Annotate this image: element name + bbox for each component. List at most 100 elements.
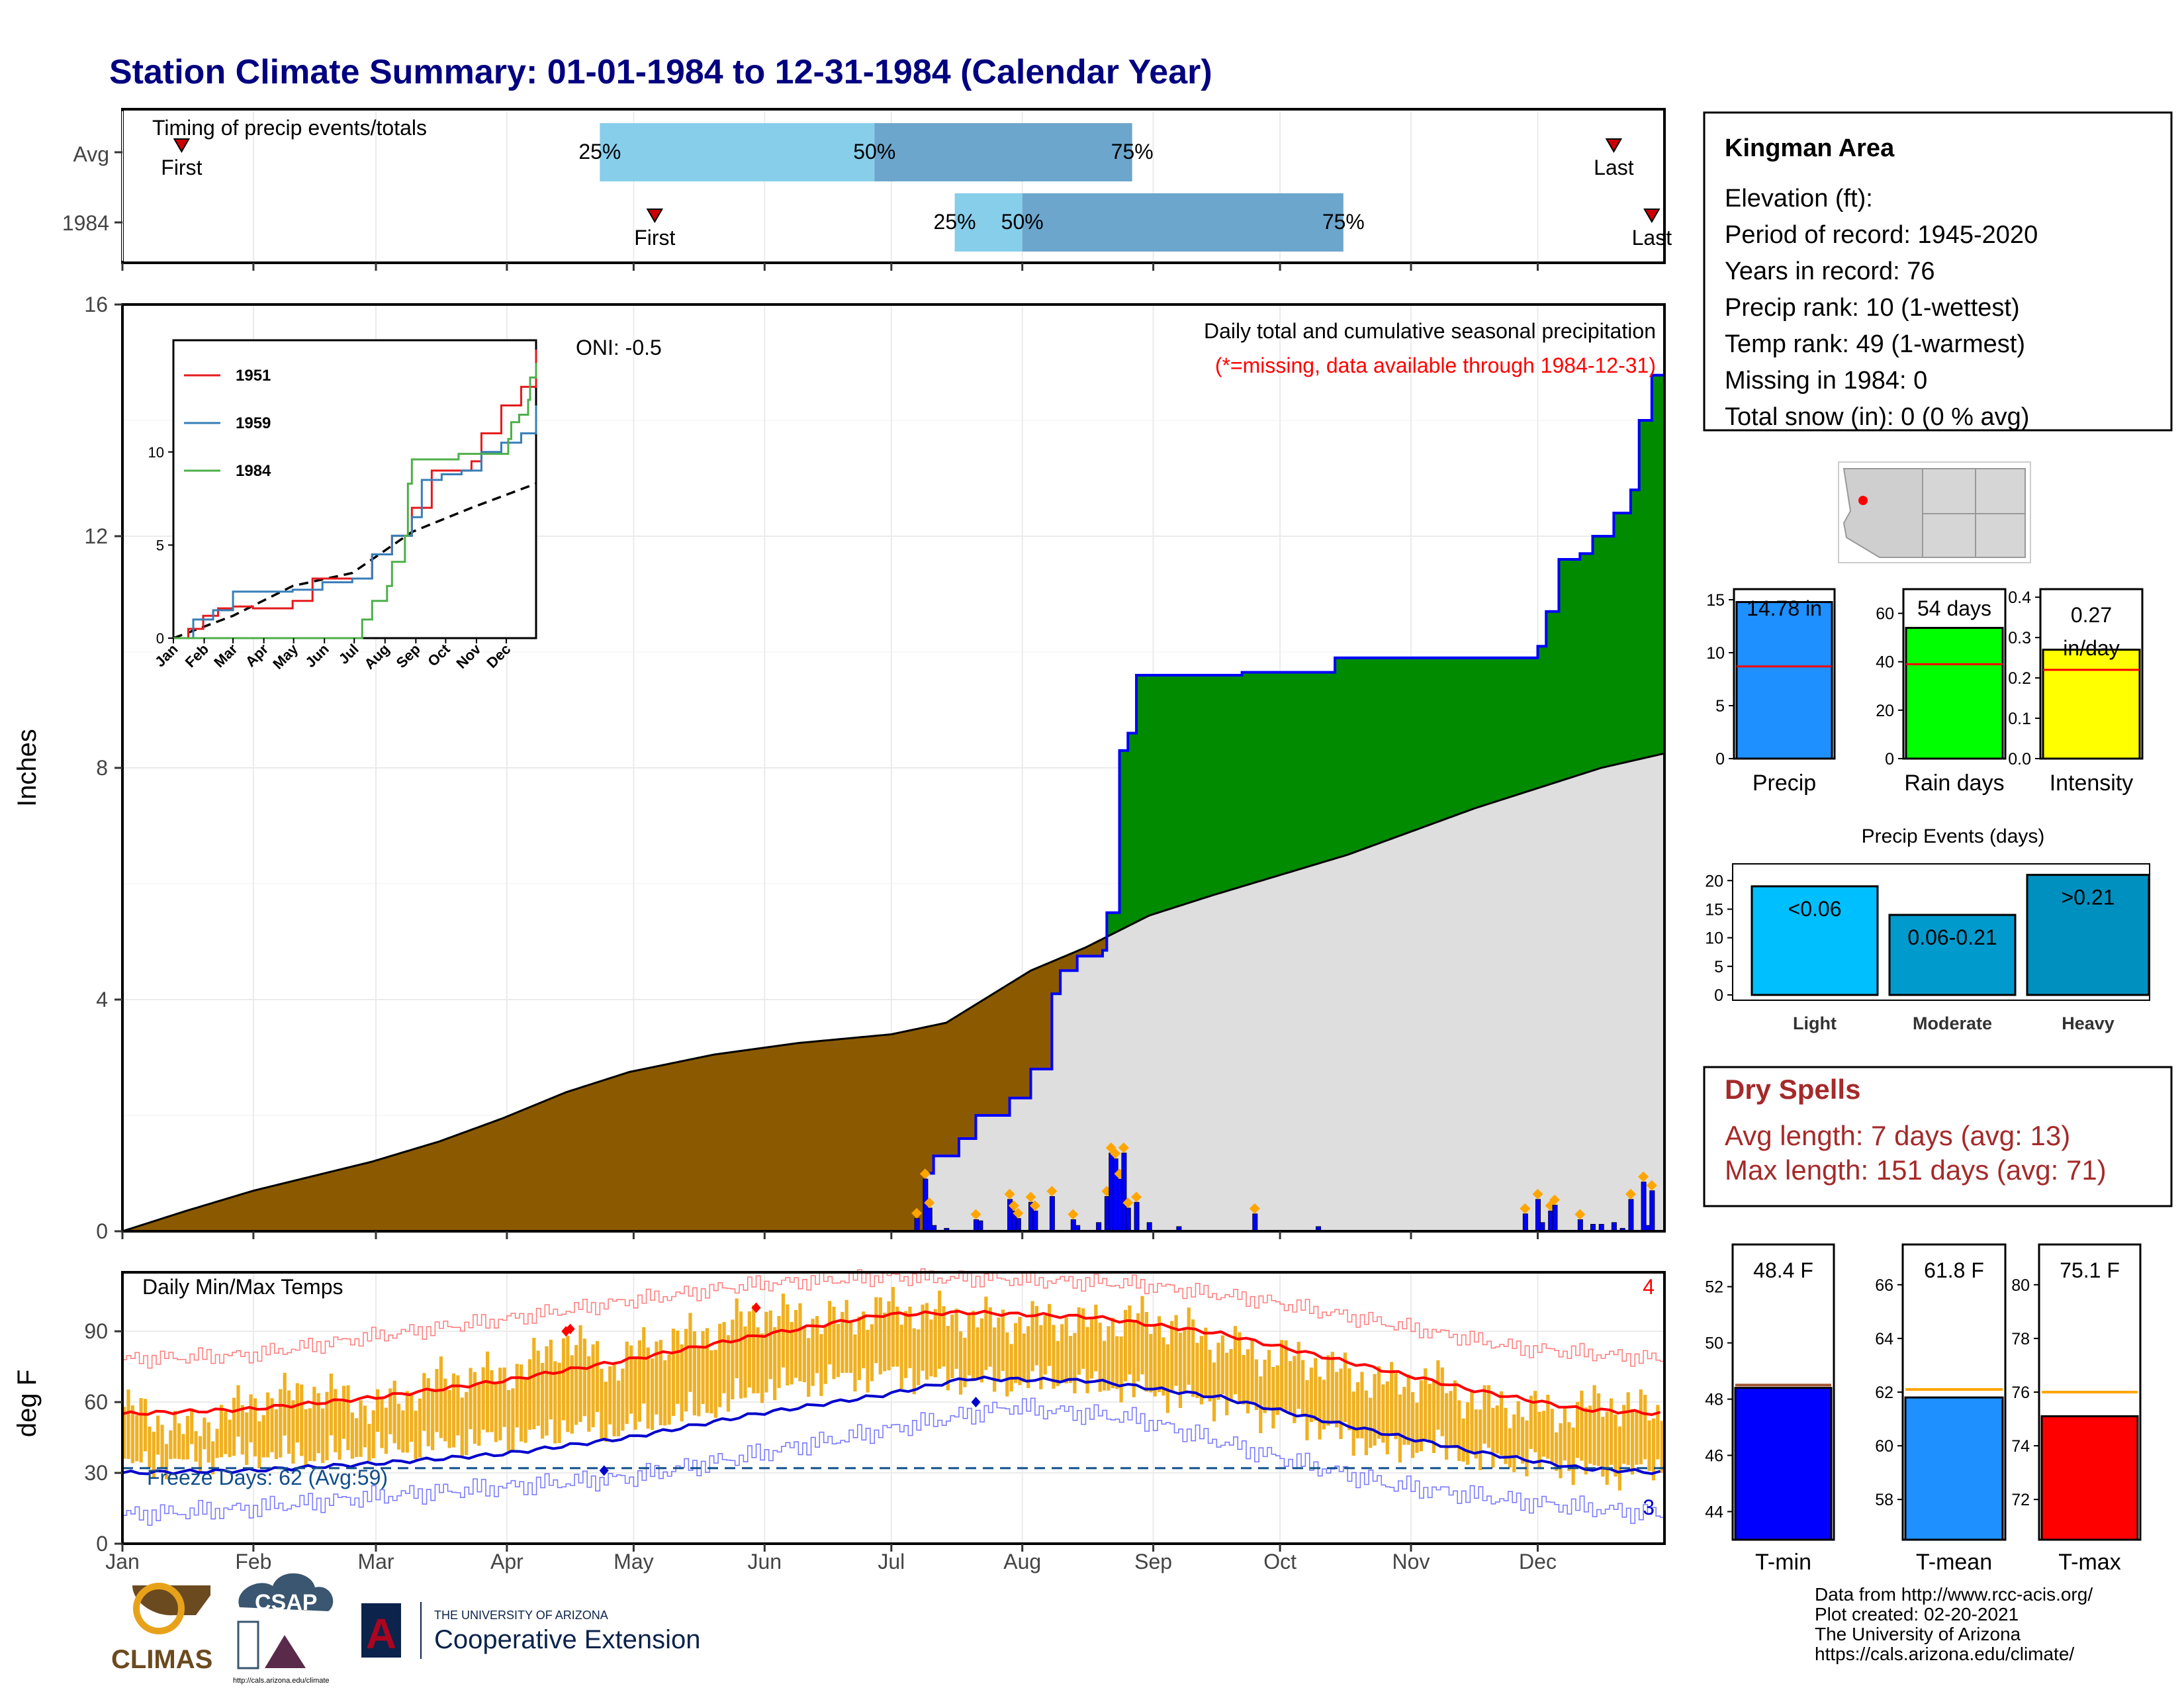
- precip-daily-marker: [1029, 1200, 1040, 1211]
- month-label: Jun: [748, 1550, 782, 1573]
- freeze-days-text: Freeze Days: 62 (Avg:59): [147, 1466, 388, 1489]
- summary-bar: [1905, 627, 2004, 760]
- dry-spells-avg: Avg length: 7 days (avg: 13): [1725, 1120, 2070, 1151]
- tempbar-y-tick-label: 72: [2011, 1491, 2030, 1509]
- tempbar-y-tick-label: 64: [1875, 1330, 1893, 1348]
- inset-series-line: [173, 405, 537, 639]
- summary-bar: [1735, 601, 1833, 760]
- temp-record-low-marker: [971, 1397, 981, 1408]
- events-bar: [1888, 914, 2017, 996]
- summary-value-label: 0.27: [2071, 603, 2112, 627]
- precip-daily-marker: [1131, 1192, 1142, 1203]
- tempbar-bar: [1904, 1396, 2004, 1541]
- summary-value-label: in/day: [2063, 636, 2119, 660]
- precip-daily-bar: [1628, 1199, 1634, 1232]
- station-line-missing: Missing in 1984: 0: [1725, 367, 1927, 395]
- summary-bar-label: Rain days: [1904, 771, 2004, 796]
- inset-series-line: [173, 363, 537, 639]
- precip-daily-bar: [1252, 1213, 1258, 1232]
- precip-daily-marker: [924, 1197, 935, 1208]
- tempbar-y-tick-label: 78: [2011, 1330, 2030, 1348]
- events-category-label: Heavy: [2062, 1013, 2115, 1033]
- precip-daily-bar: [1552, 1205, 1558, 1232]
- inset-y-tick-label: 5: [156, 537, 164, 553]
- tempbar-y-tick-label: 50: [1705, 1335, 1723, 1353]
- events-y-tick-label: 5: [1714, 958, 1723, 976]
- timing-p75-label: 75%: [1111, 140, 1154, 164]
- month-label: Jan: [105, 1550, 140, 1573]
- month-label: Apr: [490, 1550, 523, 1573]
- events-y-tick-label: 15: [1705, 900, 1723, 919]
- precip-daily-bar: [978, 1220, 983, 1232]
- precip-daily-marker: [1008, 1200, 1019, 1211]
- tempbar-bar: [2040, 1415, 2139, 1541]
- temp-daily-range-bars: [122, 1287, 1664, 1491]
- summary-y-tick-label: 0.0: [2008, 750, 2031, 769]
- timing-last-label: Last: [1632, 226, 1672, 250]
- precip-y-tick-label: 8: [96, 756, 108, 780]
- station-name: Kingman Area: [1725, 134, 1895, 162]
- timing-p50-label: 50%: [853, 140, 895, 164]
- tempbar-label: T-mean: [1916, 1550, 1992, 1575]
- csap-logo: CSAP http://cals.arizona.edu/climate: [233, 1573, 334, 1685]
- precip-daily-bar: [1641, 1182, 1647, 1232]
- timing-row-year-label: 1984: [62, 211, 109, 235]
- timing-first-marker: [646, 209, 664, 223]
- inset-legend-label: 1951: [236, 367, 271, 385]
- ua-big-text: Cooperative Extension: [434, 1625, 700, 1654]
- summary-y-tick-label: 0.4: [2008, 588, 2031, 607]
- summary-value-label: 14.78 in: [1747, 596, 1822, 620]
- precip-daily-marker: [1013, 1207, 1024, 1219]
- timing-p25-label: 25%: [578, 140, 621, 164]
- precip-daily-marker: [919, 1168, 931, 1180]
- precip-y-tick-label: 0: [96, 1219, 108, 1243]
- csap-logo-text: CSAP: [255, 1590, 317, 1615]
- station-line-temp-rank: Temp rank: 49 (1-warmest): [1725, 330, 2025, 358]
- temp-avg-min-line: [122, 1376, 1661, 1476]
- precip-daily-bar: [1134, 1201, 1140, 1232]
- station-location-marker: [1858, 496, 1868, 505]
- locator-map: [1838, 461, 2031, 563]
- precip-missing-note: (*=missing, data available through 1984-…: [1215, 353, 1656, 377]
- summary-y-tick-label: 0: [1885, 750, 1894, 769]
- summary-bar-label: Precip: [1752, 771, 1816, 796]
- climas-logo: CLIMAS: [111, 1583, 212, 1674]
- timing-p50-label: 50%: [1001, 210, 1044, 234]
- summary-bar-label: Intensity: [2050, 771, 2134, 796]
- climas-logo-text: CLIMAS: [111, 1645, 212, 1674]
- timing-last-marker: [1605, 138, 1623, 153]
- csap-url-text: http://cals.arizona.edu/climate: [233, 1677, 330, 1685]
- month-label: Aug: [1003, 1550, 1041, 1573]
- timing-last-marker: [1643, 209, 1661, 223]
- timing-bar-q2: [874, 123, 1132, 181]
- inset-avg-line: [173, 482, 537, 639]
- precip-surplus-area: [1107, 375, 1665, 936]
- precip-daily-marker: [911, 1207, 923, 1219]
- summary-y-tick-label: 0.2: [2008, 669, 2031, 688]
- events-title: Precip Events (days): [1862, 825, 2045, 847]
- tempbar-y-tick-label: 60: [1875, 1437, 1893, 1456]
- precip-daily-bar: [1577, 1219, 1583, 1232]
- summary-y-tick-label: 15: [1706, 591, 1725, 610]
- precip-avg-line: [122, 752, 1665, 1233]
- timing-first-marker: [173, 138, 191, 153]
- record-low-count: 3: [1643, 1495, 1655, 1519]
- ua-mark: A: [366, 1610, 396, 1658]
- dry-spells-box: Dry Spells Avg length: 7 days (avg: 13) …: [1703, 1066, 2173, 1207]
- dry-spells-title: Dry Spells: [1725, 1074, 1860, 1105]
- precip-daily-marker: [1638, 1171, 1649, 1182]
- tempbar-y-tick-label: 52: [1705, 1278, 1723, 1297]
- timing-last-label: Last: [1594, 156, 1634, 179]
- precip-daily-bar: [914, 1218, 920, 1232]
- precip-daily-marker: [1046, 1186, 1058, 1197]
- month-label: Oct: [1263, 1550, 1297, 1573]
- tempbar-y-tick-label: 46: [1705, 1447, 1723, 1466]
- temp-panel: 0 30 60 90 Daily Min/Max Temps deg F Freeze…: [13, 1268, 1666, 1556]
- precip-daily-marker: [1118, 1142, 1129, 1153]
- events-bar-label: 0.06-0.21: [1907, 925, 1997, 949]
- precip-y-tick-label: 16: [84, 293, 108, 316]
- credit-line-url: https://cals.arizona.edu/climate/: [1815, 1644, 2074, 1664]
- precip-daily-marker: [1549, 1194, 1561, 1205]
- month-label: Feb: [235, 1550, 271, 1573]
